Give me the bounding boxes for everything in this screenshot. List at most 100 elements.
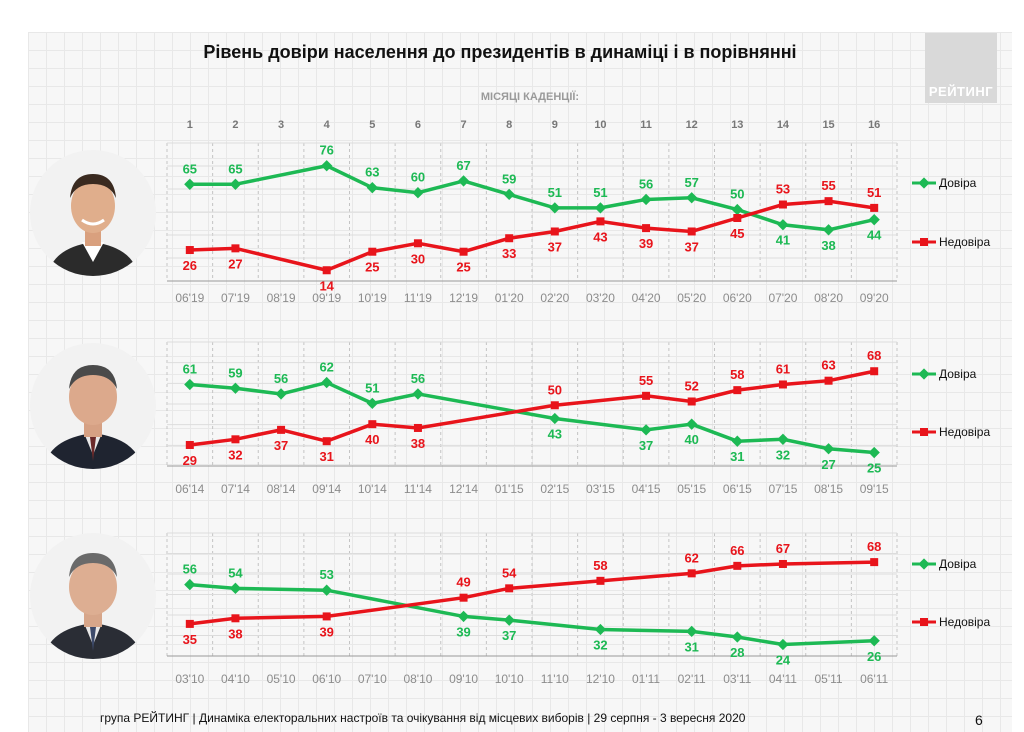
distrust-point (733, 561, 742, 570)
trust-point (275, 388, 287, 400)
trust-point (549, 412, 561, 425)
legend: Довіра Недовіра (912, 176, 990, 249)
distrust-point (642, 224, 651, 233)
distrust-data-label: 33 (502, 246, 516, 261)
distrust-line (189, 560, 875, 626)
distrust-point (733, 214, 742, 222)
distrust-data-label: 37 (684, 239, 698, 254)
distrust-point (778, 380, 787, 389)
trust-data-label: 63 (365, 165, 379, 180)
trust-data-label: 56 (183, 562, 197, 577)
distrust-point (505, 234, 514, 243)
x-tick-label: 09'14 (312, 482, 341, 496)
trust-data-label: 25 (867, 461, 881, 476)
distrust-data-label: 51 (867, 185, 881, 200)
trust-point (822, 224, 835, 236)
distrust-data-label: 38 (228, 626, 242, 641)
x-tick-label: 04'11 (769, 672, 797, 686)
x-tick-label: 03'11 (723, 672, 751, 686)
x-tick-label: 04'20 (632, 291, 661, 305)
distrust-data-label: 32 (228, 447, 242, 462)
x-tick-label: 01'11 (632, 672, 660, 686)
distrust-point (596, 576, 605, 585)
trust-data-label: 59 (228, 365, 242, 380)
distrust-point (322, 612, 331, 621)
trust-point (184, 178, 196, 190)
distrust-data-label: 31 (319, 449, 333, 464)
trust-point (229, 382, 242, 394)
distrust-data-label: 37 (274, 438, 288, 453)
legend-distrust-label: Недовіра (939, 235, 990, 249)
distrust-point (870, 203, 879, 212)
trust-line (189, 582, 875, 647)
distrust-point (596, 217, 605, 226)
trust-point (594, 623, 607, 636)
trust-data-label: 24 (776, 653, 791, 668)
legend-trust-label: Довіра (939, 557, 977, 571)
month-number: 2 (232, 119, 238, 131)
trust-point (457, 175, 470, 187)
chart-panel-1: 06'19 07'19 08'19 09'19 10'19 11'19 12'19 01'20… (166, 142, 990, 305)
trust-data-label: 39 (456, 624, 470, 639)
x-tick-label: 09'20 (860, 291, 889, 305)
trust-data-label: 65 (183, 161, 197, 176)
month-number: 3 (278, 119, 284, 131)
distrust-data-label: 61 (776, 361, 790, 376)
x-tick-label: 09'10 (449, 672, 478, 686)
legend: Довіра Недовіра (912, 557, 990, 629)
distrust-data-label: 55 (639, 373, 653, 388)
distrust-point (185, 246, 194, 255)
distrust-point (459, 593, 468, 602)
legend-trust-marker (918, 177, 930, 189)
distrust-point (687, 569, 696, 578)
distrust-point (459, 247, 468, 256)
trust-point (184, 378, 196, 391)
distrust-point (322, 437, 331, 446)
trust-data-label: 37 (502, 628, 516, 643)
distrust-data-label: 39 (639, 236, 653, 251)
trust-point (229, 582, 242, 594)
legend-trust-label: Довіра (939, 367, 977, 381)
distrust-point (550, 401, 559, 410)
zelensky-photo (30, 150, 156, 276)
trust-data-label: 51 (548, 185, 562, 200)
distrust-point (185, 619, 194, 628)
legend-trust-marker (918, 368, 930, 380)
trust-data-label: 26 (867, 649, 881, 664)
trust-data-label: 67 (456, 158, 470, 173)
x-tick-label: 03'10 (175, 672, 204, 686)
trust-point (412, 187, 424, 199)
distrust-data-label: 38 (411, 436, 425, 451)
distrust-point (642, 391, 651, 400)
month-number: 8 (506, 119, 512, 131)
distrust-data-label: 27 (228, 256, 242, 271)
distrust-data-label: 25 (365, 260, 379, 275)
distrust-data-label: 58 (593, 558, 607, 573)
x-tick-label: 01'20 (495, 291, 524, 305)
x-tick-label: 07'20 (768, 291, 797, 305)
distrust-point (687, 397, 696, 406)
distrust-data-label: 50 (548, 382, 562, 397)
trust-point (868, 446, 880, 459)
x-tick-label: 09'19 (312, 291, 341, 305)
trust-data-label: 37 (639, 438, 653, 453)
trust-point (686, 418, 698, 430)
distrust-data-label: 62 (684, 550, 698, 565)
trust-data-label: 27 (821, 457, 835, 472)
trust-data-label: 51 (593, 185, 607, 200)
distrust-data-label: 26 (183, 258, 197, 273)
month-number: 7 (461, 119, 467, 131)
distrust-data-label: 37 (548, 239, 562, 254)
distrust-data-label: 40 (365, 432, 379, 447)
distrust-data-label: 53 (776, 182, 790, 197)
trust-data-label: 32 (776, 447, 790, 462)
trust-point (822, 443, 835, 455)
trust-data-label: 54 (228, 565, 243, 580)
distrust-data-label: 14 (319, 278, 334, 293)
distrust-point (231, 614, 240, 623)
distrust-data-label: 39 (319, 624, 333, 639)
x-tick-label: 11'19 (404, 291, 432, 305)
legend: Довіра Недовіра (912, 367, 990, 439)
month-number: 16 (868, 119, 880, 131)
legend-distrust-label: Недовіра (939, 425, 990, 439)
